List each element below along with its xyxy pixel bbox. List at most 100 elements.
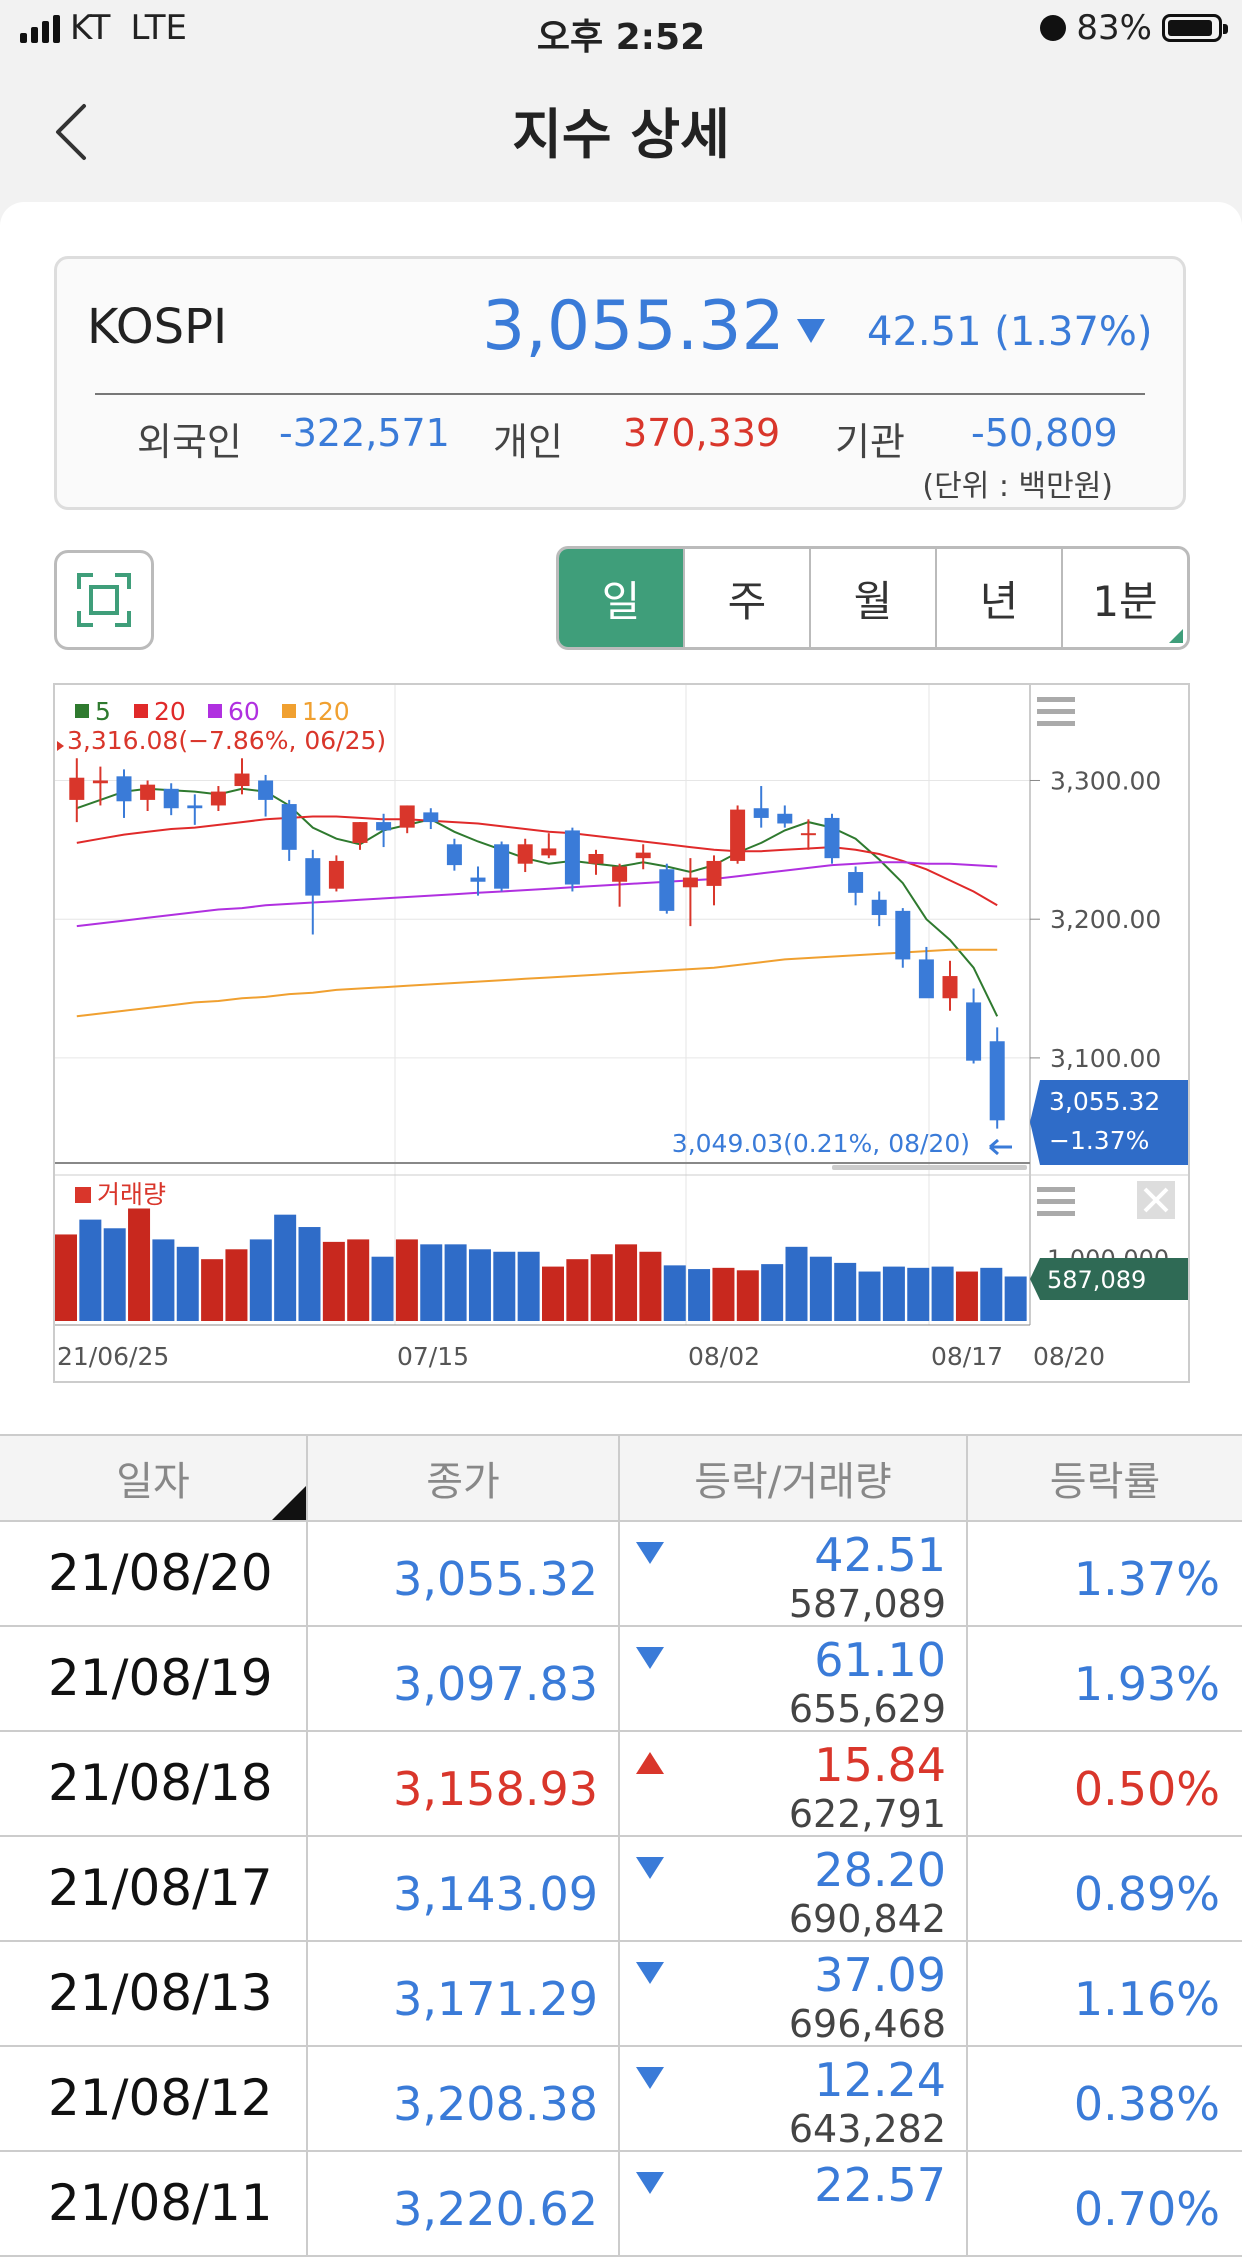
index-chart[interactable]: 5 20 60 120 3,316.08(−7.86%, 06/25) 3,049.0… [55, 685, 1188, 1381]
table-row[interactable]: 21/08/13 3,171.29 37.09 696,468 1.16% [0, 1942, 1242, 2047]
candle-body [966, 1002, 982, 1061]
volume-legend-label: 거래량 [97, 1180, 166, 1209]
row-change: 12.24 [814, 2053, 946, 2107]
down-triangle-icon [636, 1857, 664, 1879]
x-axis: 21/06/25 07/15 08/02 08/17 08/20 [57, 1342, 1105, 1371]
status-right: 83% [1040, 8, 1228, 48]
candle-body [848, 872, 864, 893]
candle-body [470, 877, 486, 882]
scroll-thumb[interactable] [832, 1165, 1027, 1170]
table-row[interactable]: 21/08/12 3,208.38 12.24 643,282 0.38% [0, 2047, 1242, 2152]
period-tab-day[interactable]: 일 [559, 549, 683, 647]
table-row[interactable]: 21/08/11 3,220.62 22.57 0.70% [0, 2152, 1242, 2257]
page-title: 지수 상세 [512, 103, 730, 166]
high-marker-arrow-icon [57, 741, 64, 751]
nav-bar: 지수 상세 [0, 62, 1242, 202]
legend-label: 5 [95, 697, 111, 726]
close-pane-icon[interactable] [1137, 1181, 1175, 1219]
candle-body [659, 869, 675, 911]
candle-body [399, 805, 415, 828]
dropdown-corner-icon [1169, 629, 1183, 643]
candle-body [753, 808, 769, 818]
candle-body [234, 773, 250, 787]
candle-body [777, 813, 793, 824]
chart-legend: 5 20 60 120 [75, 697, 350, 726]
battery-percent: 83% [1076, 8, 1152, 48]
period-tab-minute[interactable]: 1분 [1061, 549, 1187, 647]
header-close[interactable]: 종가 [308, 1436, 620, 1520]
candle-body [588, 854, 604, 864]
candle-body [328, 860, 344, 889]
volume-bar [468, 1249, 491, 1321]
candle-body [494, 844, 510, 889]
candle-body [116, 776, 132, 802]
volume-bar [249, 1239, 272, 1321]
volume-pane-menu-icon[interactable] [1037, 1187, 1075, 1216]
status-bar: KT LTE 오후 2:52 83% [0, 0, 1242, 62]
cell-rate: 1.37% [968, 1522, 1242, 1625]
cell-date: 21/08/18 [0, 1732, 308, 1835]
cell-date: 21/08/12 [0, 2047, 308, 2150]
row-date: 21/08/18 [48, 1754, 273, 1812]
candle-body [517, 844, 533, 864]
period-selector: 일 주 월 년 1분 [556, 546, 1190, 650]
cell-rate: 0.50% [968, 1732, 1242, 1835]
row-rate: 1.16% [1073, 1972, 1220, 2026]
table-row[interactable]: 21/08/17 3,143.09 28.20 690,842 0.89% [0, 1837, 1242, 1942]
volume-bar [225, 1249, 248, 1321]
current-change-label: −1.37% [1049, 1126, 1149, 1155]
row-change: 15.84 [814, 1738, 946, 1792]
period-tab-month[interactable]: 월 [809, 549, 935, 647]
cell-close: 3,097.83 [308, 1627, 620, 1730]
candle-body [918, 959, 934, 999]
volume-bar [834, 1262, 857, 1321]
institution-label: 기관 [835, 420, 905, 464]
fullscreen-button[interactable] [54, 550, 154, 650]
y-tick-label: 3,100.00 [1050, 1044, 1161, 1073]
cell-change: 28.20 690,842 [620, 1837, 968, 1941]
header-date[interactable]: 일자 [0, 1436, 308, 1520]
index-value: 3,055.32 [482, 287, 785, 366]
header-change-volume[interactable]: 등락/거래량 [620, 1436, 968, 1520]
candle-body [281, 804, 297, 850]
candle-body [989, 1041, 1005, 1121]
table-row[interactable]: 21/08/19 3,097.83 61.10 655,629 1.93% [0, 1627, 1242, 1732]
low-marker-arrow-icon [989, 1138, 1012, 1156]
chart-container[interactable]: 5 20 60 120 3,316.08(−7.86%, 06/25) 3,049.0… [53, 683, 1190, 1383]
volume-bar [688, 1269, 711, 1321]
volume-bar [201, 1259, 224, 1321]
carrier-label: KT [70, 8, 111, 48]
header-rate[interactable]: 등락률 [1049, 1459, 1161, 1505]
volume-bar [542, 1266, 564, 1321]
down-triangle-icon [636, 1542, 664, 1564]
volume-bar [128, 1208, 151, 1321]
volume-bar [785, 1246, 808, 1321]
candle-body [163, 788, 179, 809]
cell-close: 3,220.62 [308, 2152, 620, 2255]
period-tab-week[interactable]: 주 [683, 549, 809, 647]
current-volume-tag: 587,089 [1030, 1258, 1188, 1300]
down-triangle-icon [636, 2172, 664, 2194]
table-row[interactable]: 21/08/20 3,055.32 42.51 587,089 1.37% [0, 1522, 1242, 1627]
ma-line-ma5 [76, 787, 999, 1017]
cell-change: 15.84 622,791 [620, 1732, 968, 1836]
row-volume: 622,791 [788, 1792, 946, 1836]
back-chevron-icon[interactable] [50, 102, 94, 162]
x-tick-label: 08/02 [688, 1342, 760, 1371]
volume-bar [615, 1244, 638, 1321]
price-pane-menu-icon[interactable] [1037, 697, 1075, 726]
ma-line-ma20 [76, 815, 998, 907]
candle-body [682, 877, 698, 888]
daily-table: 일자 종가 등락/거래량 등락률 21/08/20 3,055.32 42.51 58… [0, 1434, 1242, 2257]
down-triangle-icon [636, 1647, 664, 1669]
volume-bar [907, 1267, 930, 1321]
volume-bar [274, 1214, 297, 1321]
cell-change: 42.51 587,089 [620, 1522, 968, 1626]
unit-note: (단위 : 백만원) [922, 469, 1113, 504]
x-tick-label: 08/17 [931, 1342, 1003, 1371]
row-date: 21/08/11 [48, 2174, 273, 2232]
row-date: 21/08/20 [48, 1544, 273, 1602]
low-marker: 3,049.03(0.21%, 08/20) [672, 1129, 970, 1158]
period-tab-year[interactable]: 년 [935, 549, 1061, 647]
table-row[interactable]: 21/08/18 3,158.93 15.84 622,791 0.50% [0, 1732, 1242, 1837]
